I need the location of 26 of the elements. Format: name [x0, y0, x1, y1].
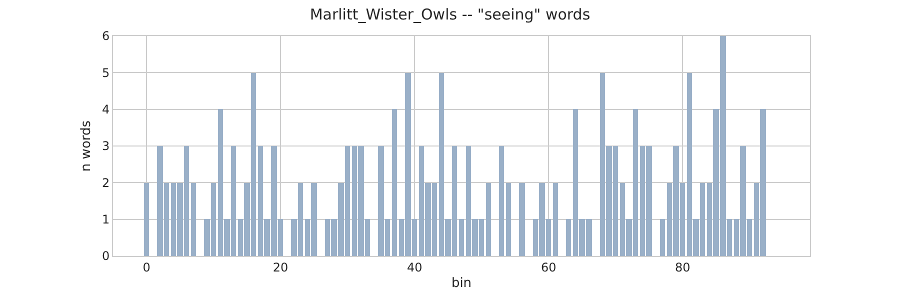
bar: [553, 183, 558, 256]
x-axis-title: bin: [451, 276, 472, 291]
y-axis-title: n words: [78, 120, 94, 172]
bar: [392, 109, 397, 256]
y-tick-label: 6: [102, 29, 110, 44]
y-tick-label: 0: [102, 249, 110, 264]
y-tick-label: 2: [102, 176, 110, 190]
y-tick-label: 1: [102, 212, 110, 227]
y-tick-label: 3: [102, 139, 110, 154]
bar: [660, 219, 665, 256]
bar: [191, 183, 196, 256]
x-tick-label: 60: [540, 260, 556, 274]
x-tick-label: 0: [142, 260, 150, 274]
x-tick-label: 80: [675, 260, 690, 274]
bar: [499, 146, 504, 256]
bar: [566, 219, 571, 256]
x-tick-label: 40: [406, 260, 422, 274]
bar: [506, 183, 511, 256]
y-tick-label: 4: [102, 102, 110, 117]
bar: [486, 183, 491, 256]
bar: [519, 183, 525, 256]
chart-title: Marlitt_Wister_Owls -- "seeing" words: [310, 6, 590, 24]
bar: [459, 219, 464, 256]
bar: [144, 183, 149, 256]
y-tick-label: 5: [102, 66, 110, 80]
x-tick-label: 20: [272, 260, 288, 274]
